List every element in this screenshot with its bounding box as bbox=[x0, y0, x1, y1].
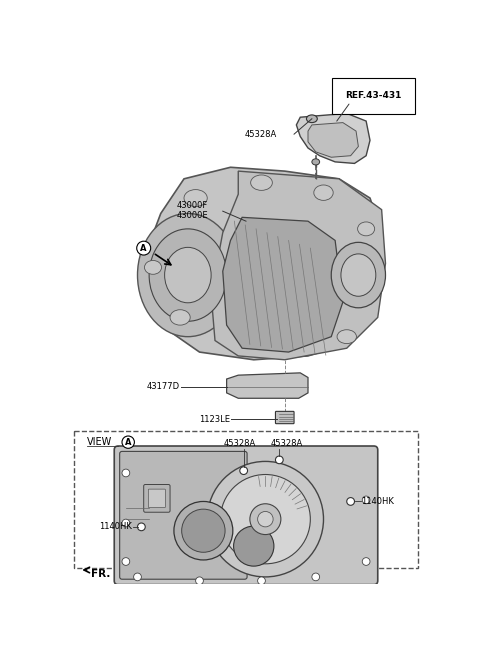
Circle shape bbox=[196, 577, 204, 584]
Text: 1123LE: 1123LE bbox=[200, 415, 230, 424]
Circle shape bbox=[133, 573, 142, 581]
Circle shape bbox=[181, 509, 225, 552]
Text: 43177D: 43177D bbox=[147, 382, 180, 391]
Circle shape bbox=[122, 519, 130, 527]
Text: 43000F: 43000F bbox=[176, 201, 207, 211]
FancyBboxPatch shape bbox=[144, 485, 170, 512]
Circle shape bbox=[347, 498, 355, 505]
Polygon shape bbox=[227, 373, 308, 398]
Ellipse shape bbox=[331, 242, 385, 308]
FancyBboxPatch shape bbox=[148, 489, 166, 508]
Ellipse shape bbox=[149, 229, 227, 321]
Circle shape bbox=[174, 501, 233, 560]
Circle shape bbox=[258, 512, 273, 527]
Text: 1140HK: 1140HK bbox=[361, 497, 395, 506]
FancyBboxPatch shape bbox=[114, 446, 378, 584]
Polygon shape bbox=[145, 167, 382, 359]
Circle shape bbox=[122, 558, 130, 565]
Text: FR.: FR. bbox=[91, 569, 110, 579]
Ellipse shape bbox=[341, 254, 376, 297]
Polygon shape bbox=[223, 217, 343, 352]
Ellipse shape bbox=[165, 247, 211, 303]
Ellipse shape bbox=[358, 222, 375, 236]
Ellipse shape bbox=[170, 310, 190, 325]
Circle shape bbox=[122, 436, 134, 448]
Circle shape bbox=[137, 523, 145, 531]
Text: 45328A: 45328A bbox=[271, 439, 303, 447]
Text: A: A bbox=[125, 438, 132, 447]
Ellipse shape bbox=[361, 279, 379, 295]
Ellipse shape bbox=[306, 115, 317, 123]
Ellipse shape bbox=[312, 159, 320, 165]
Ellipse shape bbox=[337, 330, 357, 344]
Ellipse shape bbox=[251, 175, 272, 190]
Polygon shape bbox=[308, 123, 359, 157]
Circle shape bbox=[122, 469, 130, 477]
Circle shape bbox=[137, 241, 151, 255]
FancyBboxPatch shape bbox=[276, 411, 294, 424]
Polygon shape bbox=[296, 113, 370, 163]
Circle shape bbox=[240, 467, 248, 474]
Text: 45328A: 45328A bbox=[224, 439, 256, 447]
Text: REF.43-431: REF.43-431 bbox=[345, 91, 402, 100]
Polygon shape bbox=[211, 171, 385, 359]
Ellipse shape bbox=[137, 213, 238, 337]
Ellipse shape bbox=[184, 190, 207, 207]
FancyBboxPatch shape bbox=[120, 451, 247, 579]
Circle shape bbox=[220, 474, 311, 564]
Circle shape bbox=[250, 504, 281, 535]
Text: 45328A: 45328A bbox=[245, 130, 277, 138]
Circle shape bbox=[362, 496, 370, 504]
Circle shape bbox=[312, 573, 320, 581]
Circle shape bbox=[234, 526, 274, 566]
Text: A: A bbox=[141, 243, 147, 253]
Circle shape bbox=[258, 577, 265, 584]
Bar bbox=[74, 432, 418, 569]
Text: VIEW: VIEW bbox=[87, 437, 112, 447]
Circle shape bbox=[362, 558, 370, 565]
Text: 43000E: 43000E bbox=[176, 211, 208, 220]
Text: 1140HK: 1140HK bbox=[99, 522, 132, 531]
Ellipse shape bbox=[144, 260, 162, 274]
Circle shape bbox=[276, 456, 283, 464]
Ellipse shape bbox=[314, 185, 333, 200]
Circle shape bbox=[207, 461, 324, 577]
